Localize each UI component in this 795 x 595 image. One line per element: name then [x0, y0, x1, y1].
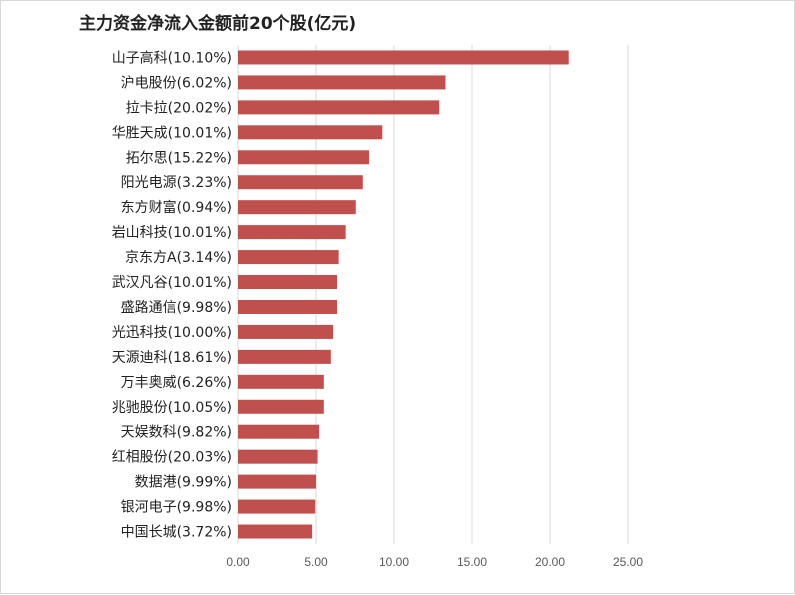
gridlines: [237, 45, 629, 544]
x-tick-label: 15.00: [457, 555, 487, 569]
bar: [238, 499, 316, 514]
category-label: 万丰奥威(6.26%): [121, 374, 232, 391]
bar: [238, 125, 383, 140]
category-label: 光迅科技(10.00%): [112, 325, 232, 341]
category-label: 天源迪科(18.61%): [112, 350, 232, 366]
category-label: 沪电股份(6.02%): [121, 75, 232, 91]
bar: [238, 100, 440, 115]
x-tick-label: 0.00: [226, 555, 250, 569]
category-label: 岩山科技(10.01%): [112, 225, 232, 241]
x-tick-label: 25.00: [613, 555, 643, 569]
bar: [238, 225, 346, 240]
category-label: 数据港(9.99%): [135, 475, 232, 491]
bar: [238, 449, 318, 464]
category-label: 阳光电源(3.23%): [121, 175, 232, 191]
bar: [238, 424, 320, 439]
category-label: 东方财富(0.94%): [121, 199, 232, 216]
bar: [238, 524, 313, 539]
bar: [238, 275, 338, 290]
x-tick-label: 10.00: [379, 555, 409, 569]
category-label: 天娱数科(9.82%): [121, 425, 232, 441]
x-tick-labels: 0.00 5.00 10.00 15.00 20.00 25.00: [226, 555, 643, 569]
category-label: 山子高科(10.10%): [112, 49, 232, 66]
category-label: 武汉凡谷(10.01%): [112, 275, 232, 291]
category-labels: 山子高科(10.10%) 沪电股份(6.02%) 拉卡拉(20.02%) 华胜天成(1…: [112, 49, 232, 540]
bar: [238, 150, 370, 165]
bars: [238, 50, 569, 539]
bar: [238, 349, 331, 364]
category-label: 拉卡拉(20.02%): [126, 100, 232, 116]
category-label: 银河电子(9.98%): [121, 500, 232, 516]
chart-title: 主力资金净流入金额前20个股(亿元): [79, 14, 357, 34]
bar: [238, 324, 334, 339]
bar: [238, 374, 324, 389]
bar: [238, 474, 316, 489]
bar: [238, 50, 569, 65]
category-label: 兆驰股份(10.05%): [112, 400, 232, 416]
category-label: 红相股份(20.03%): [112, 450, 232, 466]
category-label: 华胜天成(10.01%): [112, 125, 232, 141]
bar: [238, 75, 446, 90]
category-label: 盛路通信(9.98%): [121, 300, 232, 316]
bar: [238, 299, 338, 314]
x-tick-label: 5.00: [304, 555, 328, 569]
category-label: 拓尔思(15.22%): [126, 150, 232, 166]
bar: [238, 250, 339, 265]
x-tick-label: 20.00: [535, 555, 565, 569]
category-label: 京东方A(3.14%): [125, 250, 232, 266]
bar: [238, 200, 356, 215]
bar: [238, 175, 363, 190]
bar: [238, 399, 324, 414]
category-label: 中国长城(3.72%): [121, 525, 232, 541]
